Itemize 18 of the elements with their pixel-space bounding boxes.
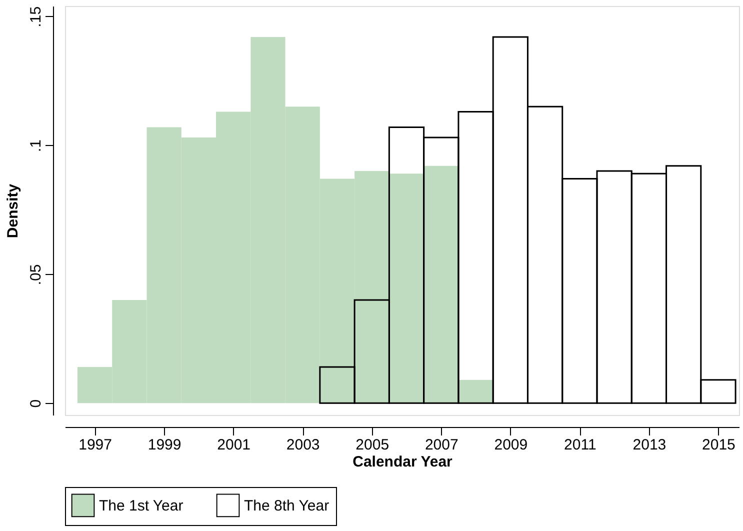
x-tick-label: 2015 <box>702 436 736 454</box>
x-tick-label: 2013 <box>632 436 666 454</box>
x-tick-label: 2003 <box>286 436 320 454</box>
x-axis-title: Calendar Year <box>352 454 453 470</box>
x-tick-label: 2009 <box>494 436 528 454</box>
y-tick-label: .05 <box>28 264 44 286</box>
x-tick-label: 2011 <box>564 436 596 454</box>
x-tick-label: 2007 <box>424 436 458 454</box>
y-tick-label: .1 <box>28 140 44 152</box>
x-tick-label: 2005 <box>356 436 390 454</box>
x-tick-label: 1999 <box>148 436 182 454</box>
y-tick-label: .15 <box>28 6 44 28</box>
x-tick-label: 2001 <box>217 436 251 454</box>
legend-label: The 1st Year <box>99 497 184 514</box>
x-tick-label: 1997 <box>78 436 112 454</box>
y-tick-label: 0 <box>28 399 44 408</box>
legend-label: The 8th Year <box>244 497 330 514</box>
y-axis-title: Density <box>4 183 22 238</box>
